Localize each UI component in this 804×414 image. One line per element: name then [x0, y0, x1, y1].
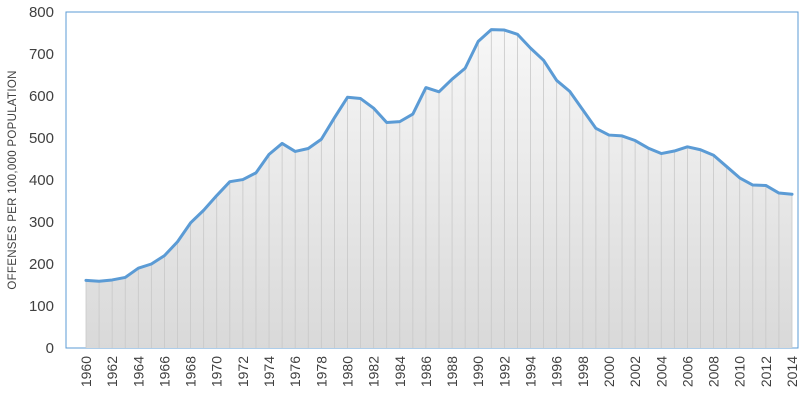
x-tick-label: 1984 — [392, 356, 408, 387]
y-tick-label: 800 — [29, 4, 54, 21]
x-tick-label: 2002 — [627, 356, 643, 387]
x-tick-label: 1998 — [575, 356, 591, 387]
x-tick-label: 2012 — [758, 356, 774, 387]
x-tick-label: 1966 — [156, 356, 172, 387]
y-axis-ticks: 0 100 200 300 400 500 600 700 800 — [29, 4, 54, 357]
x-tick-label: 2004 — [653, 356, 669, 387]
y-tick-label: 100 — [29, 298, 54, 315]
x-tick-label: 1982 — [366, 356, 382, 387]
x-tick-label: 1974 — [261, 356, 277, 387]
x-tick-label: 1972 — [235, 356, 251, 387]
x-tick-label: 1992 — [496, 356, 512, 387]
x-tick-label: 1994 — [523, 356, 539, 387]
x-tick-label: 1988 — [444, 356, 460, 387]
x-tick-label: 1978 — [313, 356, 329, 387]
x-tick-label: 1986 — [418, 356, 434, 387]
x-tick-label: 1990 — [470, 356, 486, 387]
y-tick-label: 500 — [29, 130, 54, 147]
series-line-layer — [84, 28, 794, 283]
drop-lines — [85, 29, 793, 348]
x-tick-label: 1968 — [183, 356, 199, 387]
y-tick-label: 700 — [29, 46, 54, 63]
x-tick-label: 1980 — [339, 356, 355, 387]
x-tick-label: 2008 — [706, 356, 722, 387]
y-tick-label: 600 — [29, 88, 54, 105]
x-tick-label: 2014 — [784, 356, 800, 387]
x-axis-ticks: 1960 1962 1964 1966 1968 1970 1972 1974 1976 1978… — [78, 356, 800, 387]
y-tick-label: 200 — [29, 256, 54, 273]
y-tick-label: 400 — [29, 172, 54, 189]
x-tick-label: 1996 — [549, 356, 565, 387]
x-tick-label: 1960 — [78, 356, 94, 387]
x-tick-label: 1962 — [104, 356, 120, 387]
x-tick-label: 2006 — [679, 356, 695, 387]
y-axis-label: OFFENSES PER 100,000 POPULATION — [7, 70, 19, 289]
y-tick-label: 0 — [46, 340, 54, 357]
series-line — [84, 28, 794, 283]
x-tick-label: 2010 — [732, 356, 748, 387]
x-tick-label: 1976 — [287, 356, 303, 387]
y-tick-label: 300 — [29, 214, 54, 231]
x-tick-label: 2000 — [601, 356, 617, 387]
x-tick-label: 1964 — [130, 356, 146, 387]
x-tick-label: 1970 — [209, 356, 225, 387]
